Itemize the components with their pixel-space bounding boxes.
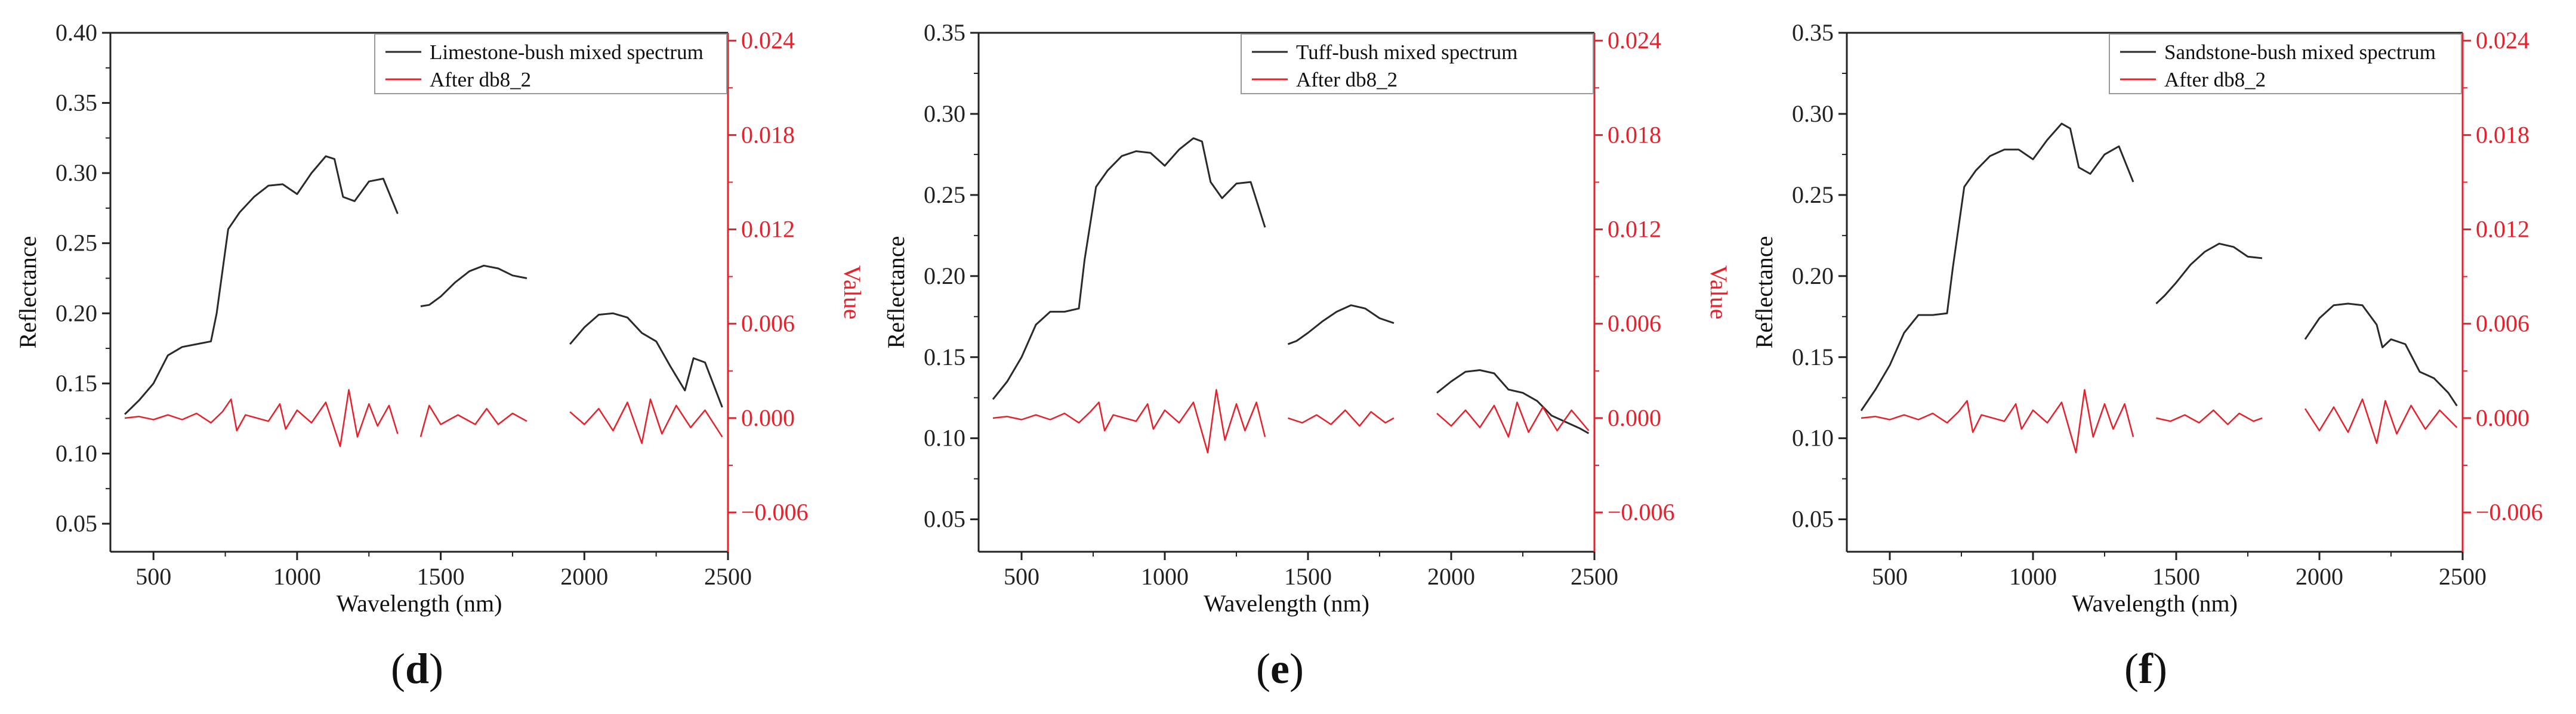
y2-tick-label: 0.024 bbox=[2476, 27, 2529, 54]
x-tick-label: 2000 bbox=[560, 563, 608, 590]
chart-panel-f: 500 1000 1500 2000 2500 0.05 0.10 0.15 0.20 0.25 0… bbox=[1751, 19, 2576, 617]
y2-tick-label: 0.012 bbox=[741, 216, 795, 243]
y-axis-title: Reflectance bbox=[1751, 236, 1778, 349]
red-series-segment-1 bbox=[992, 389, 1266, 454]
black-series-segment-2 bbox=[420, 264, 527, 307]
red-series-segment-2 bbox=[2156, 409, 2263, 425]
legend-label: Sandstone-bush mixed spectrum bbox=[2164, 41, 2436, 64]
x-tick-label: 1000 bbox=[273, 563, 321, 590]
legend-label: After db8_2 bbox=[1296, 68, 1397, 91]
y2-tick-label: 0.018 bbox=[1608, 121, 1661, 148]
black-series-segment-1 bbox=[124, 155, 399, 415]
x-axis-title: Wavelength (nm) bbox=[1204, 590, 1369, 617]
x-tick-label: 500 bbox=[135, 563, 171, 590]
chart-panel-e: 500 1000 1500 2000 2500 0.05 0.10 0.15 0.20 0.25 0… bbox=[883, 19, 1732, 617]
y-tick-label: 0.35 bbox=[1792, 19, 1834, 46]
legend-label: After db8_2 bbox=[430, 68, 531, 91]
red-series-segment-1 bbox=[124, 389, 399, 447]
x-tick-label: 1500 bbox=[417, 563, 465, 590]
x-tick-label: 500 bbox=[1004, 563, 1039, 590]
legend-label: After db8_2 bbox=[2164, 68, 2266, 91]
legend-box bbox=[1241, 33, 1594, 94]
y2-axis-title: Value bbox=[2574, 265, 2576, 319]
y2-tick-label: 0.000 bbox=[2476, 404, 2529, 431]
y-tick-label: 0.15 bbox=[924, 344, 965, 370]
y2-tick-label: 0.018 bbox=[2476, 121, 2529, 148]
black-series-segment-3 bbox=[1436, 369, 1590, 434]
y2-tick-label: 0.006 bbox=[2476, 310, 2529, 337]
y-tick-label: 0.20 bbox=[1792, 262, 1834, 289]
y-tick-label: 0.05 bbox=[924, 506, 965, 533]
panel-label-f: (f) bbox=[2124, 645, 2167, 693]
y-tick-label: 0.35 bbox=[924, 19, 965, 46]
x-tick-label: 1500 bbox=[2152, 563, 2200, 590]
y2-tick-label: 0.012 bbox=[1608, 216, 1661, 243]
red-series-segment-3 bbox=[1436, 401, 1590, 438]
x-tick-label: 1000 bbox=[2009, 563, 2057, 590]
y-tick-label: 0.15 bbox=[1792, 344, 1834, 370]
panel-label-e: (e) bbox=[1256, 645, 1304, 693]
y-tick-label: 0.25 bbox=[924, 181, 965, 208]
y-tick-label: 0.30 bbox=[924, 100, 965, 127]
red-series-segment-3 bbox=[2304, 398, 2458, 444]
y2-tick-label: 0.006 bbox=[1608, 310, 1661, 337]
y-tick-label: 0.25 bbox=[1792, 181, 1834, 208]
y-tick-label: 0.20 bbox=[55, 299, 97, 326]
y2-tick-label: 0.006 bbox=[741, 310, 795, 337]
y-tick-label: 0.15 bbox=[55, 370, 97, 397]
y2-tick-label: 0.000 bbox=[1608, 404, 1661, 431]
red-series-segment-3 bbox=[569, 398, 723, 444]
red-series-segment-2 bbox=[419, 404, 527, 437]
y2-axis-title: Value bbox=[1705, 265, 1732, 319]
y2-axis-title: Value bbox=[839, 265, 866, 319]
legend-box bbox=[374, 33, 727, 94]
y-tick-label: 0.05 bbox=[1792, 506, 1834, 533]
x-tick-label: 2000 bbox=[2296, 563, 2343, 590]
x-tick-label: 1000 bbox=[1141, 563, 1189, 590]
legend-box bbox=[2109, 33, 2462, 94]
y-tick-label: 0.30 bbox=[1792, 100, 1834, 127]
x-tick-label: 2000 bbox=[1427, 563, 1475, 590]
y2-tick-label: 0.012 bbox=[2476, 216, 2529, 243]
y2-tick-label: 0.024 bbox=[741, 27, 795, 54]
chart-panel-d: 500 1000 1500 2000 2500 0.05 0.10 0.15 0.20 0.25 0… bbox=[14, 19, 866, 617]
x-axis-title: Wavelength (nm) bbox=[2072, 590, 2238, 617]
panel-label-d: (d) bbox=[391, 645, 444, 693]
legend-label: Tuff-bush mixed spectrum bbox=[1296, 41, 1517, 64]
x-tick-label: 2500 bbox=[2439, 563, 2486, 590]
y-tick-label: 0.30 bbox=[55, 159, 97, 186]
y-tick-label: 0.10 bbox=[924, 425, 965, 452]
y2-tick-label: 0.000 bbox=[741, 404, 795, 431]
y2-tick-label: 0.024 bbox=[1608, 27, 1661, 54]
y-axis-title: Reflectance bbox=[14, 236, 41, 349]
black-series-segment-3 bbox=[2304, 302, 2458, 407]
y2-tick-label: −0.006 bbox=[1608, 499, 1675, 526]
y-tick-label: 0.35 bbox=[55, 89, 97, 116]
x-tick-label: 2500 bbox=[704, 563, 752, 590]
x-tick-label: 2500 bbox=[1571, 563, 1618, 590]
legend-label: Limestone-bush mixed spectrum bbox=[430, 41, 704, 64]
red-series-segment-1 bbox=[1861, 389, 2134, 454]
red-series-segment-2 bbox=[1288, 409, 1395, 427]
x-tick-label: 1500 bbox=[1284, 563, 1332, 590]
y-tick-label: 0.05 bbox=[55, 510, 97, 537]
black-series-segment-2 bbox=[2155, 242, 2263, 305]
x-tick-label: 500 bbox=[1872, 563, 1908, 590]
y2-tick-label: −0.006 bbox=[741, 499, 809, 526]
y2-tick-label: −0.006 bbox=[2476, 499, 2543, 526]
black-series-segment-1 bbox=[1860, 122, 2134, 412]
y-tick-label: 0.20 bbox=[924, 262, 965, 289]
black-series-segment-3 bbox=[569, 312, 723, 408]
y-tick-label: 0.10 bbox=[55, 440, 97, 466]
y-tick-label: 0.25 bbox=[55, 230, 97, 256]
x-axis-title: Wavelength (nm) bbox=[337, 590, 502, 617]
black-series-segment-2 bbox=[1287, 304, 1395, 345]
y-axis-title: Reflectance bbox=[883, 236, 909, 349]
y-tick-label: 0.10 bbox=[1792, 425, 1834, 452]
y2-tick-label: 0.018 bbox=[741, 121, 795, 148]
black-series-segment-1 bbox=[992, 137, 1266, 400]
y-tick-label: 0.40 bbox=[55, 19, 97, 46]
